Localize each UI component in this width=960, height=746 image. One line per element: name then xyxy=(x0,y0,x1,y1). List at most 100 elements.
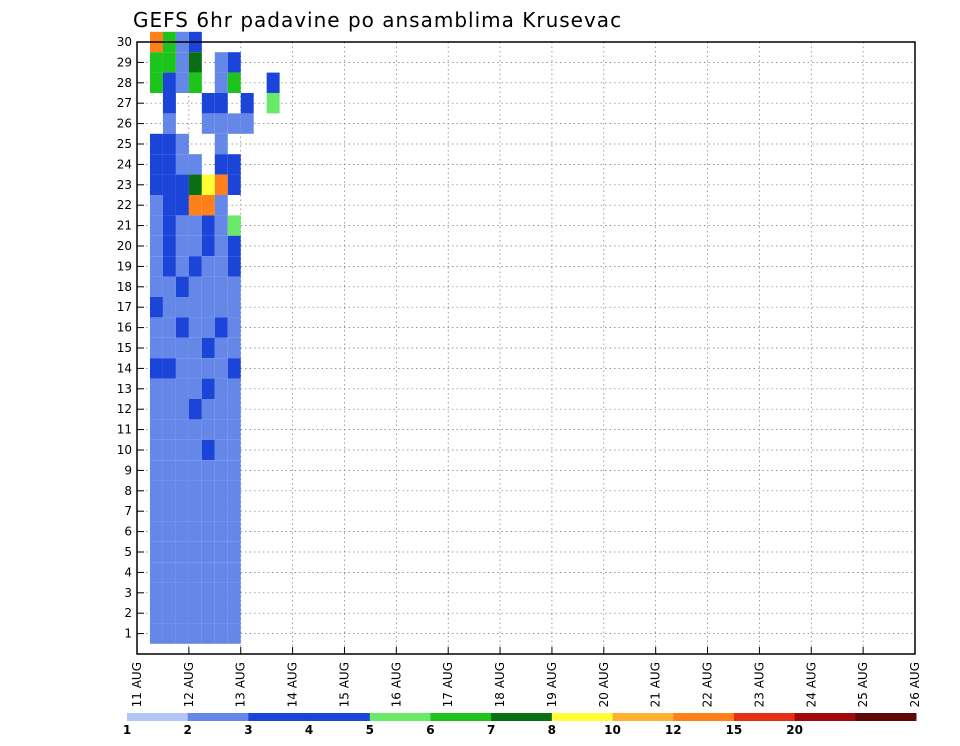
heatmap-cell xyxy=(188,521,202,542)
heatmap-cell xyxy=(175,297,189,318)
heatmap-cell xyxy=(214,623,228,644)
heatmap-cell xyxy=(201,582,215,603)
heatmap-cell xyxy=(149,378,163,399)
heatmap-cell xyxy=(188,439,202,461)
heatmap-cell xyxy=(227,378,241,399)
heatmap-cell xyxy=(227,582,241,603)
colorbar-swatch xyxy=(612,713,674,721)
heatmap-cell xyxy=(227,276,241,297)
heatmap-cell xyxy=(188,337,202,359)
heatmap-cell xyxy=(201,460,215,481)
heatmap-cell xyxy=(175,501,189,522)
heatmap-cell xyxy=(149,419,163,440)
y-tick-label: 23 xyxy=(117,178,132,192)
y-tick-label: 16 xyxy=(117,321,132,335)
heatmap-cell xyxy=(149,480,163,501)
heatmap-cell xyxy=(149,235,163,257)
heatmap-cell xyxy=(214,501,228,522)
heatmap-cell xyxy=(188,623,202,644)
heatmap-cell xyxy=(175,460,189,481)
heatmap-cell xyxy=(162,541,176,563)
y-tick-label: 27 xyxy=(117,96,132,110)
heatmap-cell xyxy=(214,113,228,134)
heatmap-cell xyxy=(175,256,189,277)
heatmap-cell xyxy=(201,378,215,399)
colorbar-label: 4 xyxy=(305,723,313,737)
y-tick-label: 3 xyxy=(124,586,132,600)
y-tick-label: 10 xyxy=(117,443,132,457)
heatmap-cell xyxy=(240,113,254,134)
heatmap-cell xyxy=(175,582,189,603)
heatmap-cell xyxy=(162,276,176,297)
heatmap-cell xyxy=(188,317,202,338)
heatmap-cell xyxy=(188,235,202,257)
colorbar: 1 2 3 4 5 6 7 8 10 12 15 20 xyxy=(123,713,917,737)
gridlines xyxy=(137,42,915,654)
colorbar-swatch xyxy=(309,713,371,721)
heatmap-cell xyxy=(162,378,176,399)
cells xyxy=(149,31,280,644)
y-tick-label: 11 xyxy=(117,423,132,437)
heatmap-cell xyxy=(162,337,176,359)
heatmap-cell xyxy=(188,501,202,522)
heatmap-cell xyxy=(227,419,241,440)
heatmap-cell xyxy=(201,439,215,461)
heatmap-cell xyxy=(227,256,241,277)
heatmap-cell xyxy=(227,154,241,175)
heatmap-cell xyxy=(162,439,176,461)
heatmap-cell xyxy=(149,439,163,461)
heatmap-cell xyxy=(149,582,163,603)
heatmap-cell xyxy=(149,501,163,522)
heatmap-cell xyxy=(201,358,215,379)
heatmap-cell xyxy=(162,154,176,175)
heatmap-cell xyxy=(175,133,189,155)
colorbar-swatch xyxy=(369,713,431,721)
y-tick-label: 8 xyxy=(124,484,132,498)
colorbar-label: 5 xyxy=(366,723,374,737)
y-tick-label: 5 xyxy=(124,545,132,559)
heatmap-cell xyxy=(214,52,228,73)
colorbar-label: 3 xyxy=(244,723,252,737)
heatmap-cell xyxy=(214,521,228,542)
heatmap-cell xyxy=(149,195,163,216)
heatmap-cell xyxy=(175,439,189,461)
heatmap-cell xyxy=(149,623,163,644)
heatmap-cell xyxy=(162,358,176,379)
heatmap-cell xyxy=(227,623,241,644)
x-tick-label: 17 AUG xyxy=(441,662,455,707)
heatmap-cell xyxy=(162,256,176,277)
heatmap-cell xyxy=(214,562,228,583)
heatmap-cell xyxy=(227,358,241,379)
heatmap-cell xyxy=(188,378,202,399)
x-tick-label: 20 AUG xyxy=(597,662,611,707)
heatmap-cell xyxy=(149,174,163,195)
heatmap-cell xyxy=(175,317,189,338)
heatmap-cell xyxy=(227,72,241,93)
heatmap-cell xyxy=(214,154,228,175)
heatmap-cell xyxy=(201,276,215,297)
heatmap-cell xyxy=(201,195,215,216)
heatmap-cell xyxy=(188,195,202,216)
colorbar-swatch xyxy=(248,713,310,721)
heatmap-cell xyxy=(214,582,228,603)
heatmap-cell xyxy=(214,541,228,563)
heatmap-cell xyxy=(214,399,228,420)
heatmap-cell xyxy=(175,235,189,257)
heatmap-cell xyxy=(214,174,228,195)
heatmap-cell xyxy=(214,215,228,236)
heatmap-cell xyxy=(162,195,176,216)
heatmap-cell xyxy=(162,419,176,440)
heatmap-cell xyxy=(149,603,163,624)
heatmap-cell xyxy=(227,113,241,134)
heatmap-cell xyxy=(175,480,189,501)
heatmap-cell xyxy=(214,358,228,379)
x-axis: 11 AUG 12 AUG 13 AUG 14 AUG 15 AUG 16 AUG 17 A… xyxy=(130,647,922,707)
heatmap-cell xyxy=(188,72,202,93)
colorbar-swatch xyxy=(551,713,614,721)
heatmap-cell xyxy=(149,133,163,155)
heatmap-cell xyxy=(214,256,228,277)
heatmap-cell xyxy=(227,521,241,542)
colorbar-swatch xyxy=(794,713,856,721)
heatmap-cell xyxy=(188,562,202,583)
y-tick-label: 29 xyxy=(117,55,132,69)
